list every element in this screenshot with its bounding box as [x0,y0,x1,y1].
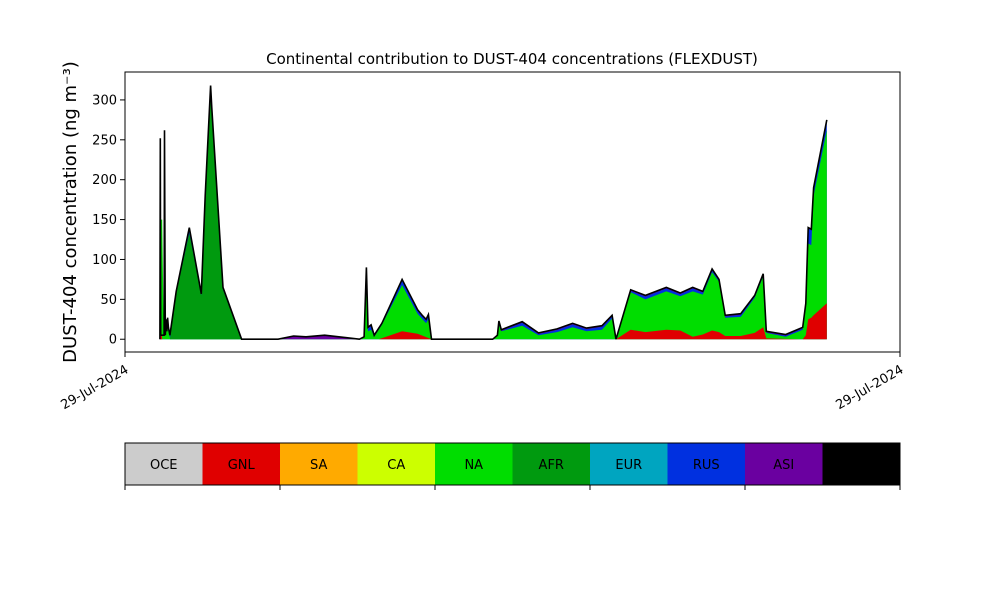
axes-frame [124,71,901,353]
y-tick-label: 250 [92,133,117,148]
legend-swatch-rus [667,443,745,485]
legend-label-aus: AUS [848,458,875,473]
legend-swatch-oce [125,443,203,485]
legend-swatch-eur [590,443,668,485]
legend-swatch-afr [512,443,590,485]
legend-swatch-sa [280,443,358,485]
legend-swatch-ca [357,443,435,485]
legend-label-gnl: GNL [228,458,256,473]
total-line [159,85,828,341]
area-asi [159,85,827,340]
x-tick-label: 29-Jul-2024 [58,362,131,413]
area-gnl [159,303,827,340]
legend-label-ca: CA [387,458,405,473]
y-tick-label: 300 [92,93,117,108]
y-tick-label: 50 [100,293,117,308]
legend-label-rus: RUS [693,458,720,473]
colorbar-frame [124,442,901,486]
legend-label-afr: AFR [539,458,564,473]
plot-area [159,85,828,341]
y-tick-label: 100 [92,253,117,268]
y-tick-label: 150 [92,213,117,228]
legend-label-eur: EUR [615,458,642,473]
area-na [159,130,827,340]
x-tick-label: 29-Jul-2024 [833,362,906,413]
legend-label-sa: SA [310,458,327,473]
area-afr [169,91,242,340]
legend-swatch-gnl [202,443,280,485]
area-rus [159,85,827,340]
legend-swatch-na [435,443,513,485]
area-asi-mid [278,335,360,340]
chart-title: Continental contribution to DUST-404 con… [266,50,758,68]
legend-label-asi: ASI [773,458,794,473]
legend-swatch-asi [745,443,823,485]
y-tick-label: 0 [109,333,117,348]
y-tick-label: 200 [92,173,117,188]
legend-label-na: NA [464,458,483,473]
legend-label-oce: OCE [150,458,178,473]
y-axis-label: DUST-404 concentration (ng m⁻³) [60,61,81,363]
colorbar-legend: OCE GNL SA CA NA AFR EUR RUS ASI AUS [124,442,901,490]
legend-swatch-aus [822,443,900,485]
